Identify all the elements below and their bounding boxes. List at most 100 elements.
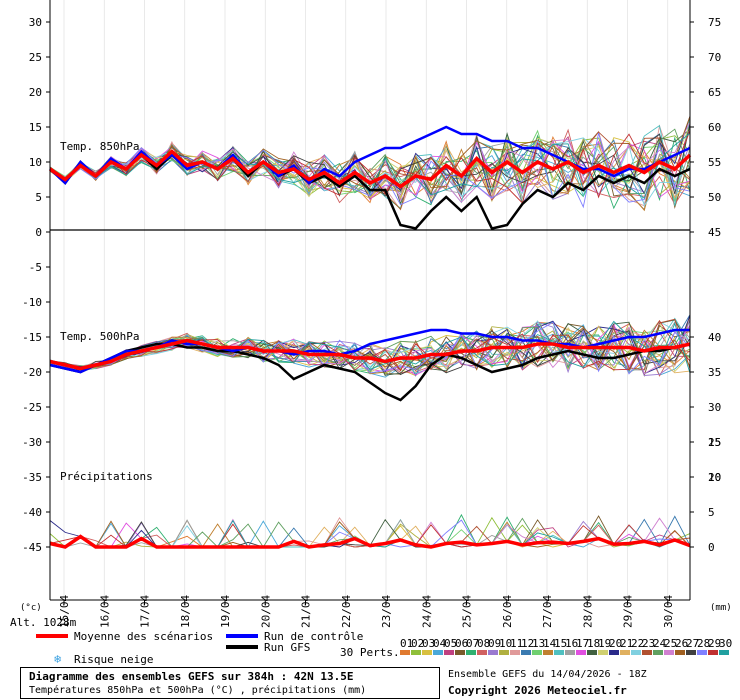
left-tick-label: 15 <box>29 121 42 134</box>
pert-legend-label: 24 <box>653 637 667 650</box>
date-label: 21/04 <box>300 595 313 628</box>
pert-legend-label: 02 <box>411 637 424 650</box>
pert-legend-label: 16 <box>565 637 578 650</box>
pert-legend-label: 08 <box>477 637 490 650</box>
left-tick-label: -5 <box>29 261 42 274</box>
pert-legend-label: 29 <box>708 637 721 650</box>
pert-legend-label: 03 <box>422 637 435 650</box>
legend: Moyenne des scénarios Run de contrôle Ru… <box>36 630 732 666</box>
pert-legend-swatch <box>664 650 674 655</box>
grid <box>63 0 669 600</box>
pert-legend-swatch <box>422 650 432 655</box>
pert-legend-swatch <box>499 650 509 655</box>
date-label: 17/04 <box>139 595 152 628</box>
copyright-label: Copyright 2026 Meteociel.fr <box>448 684 627 697</box>
pert-500-line <box>49 327 691 372</box>
gfs-500-line <box>49 342 691 402</box>
pert-legend-label: 07 <box>466 637 479 650</box>
pert-legend-label: 22 <box>631 637 644 650</box>
x-axis-dates: 15/04 16/04 17/04 18/04 19/04 20/04 21/04 22/04… <box>58 595 675 628</box>
left-tick-label: -40 <box>22 506 42 519</box>
pert-legend-label: 01 <box>400 637 413 650</box>
pert-legend-label: 28 <box>697 637 710 650</box>
mean-precip-line <box>49 534 691 549</box>
date-label: 25/04 <box>461 595 474 628</box>
pert-legend-swatch <box>653 650 663 655</box>
pert-legend-label: 21 <box>620 637 633 650</box>
pert-legend-label: 10 <box>499 637 512 650</box>
pert-legend-swatch <box>521 650 531 655</box>
pert-legend-label: 15 <box>554 637 567 650</box>
pert-legend-swatch <box>631 650 641 655</box>
legend-mean-label: Moyenne des scénarios <box>74 630 213 643</box>
right-tick-label: 50 <box>708 191 721 204</box>
pert-850-line <box>49 140 691 201</box>
right-tick-label: 35 <box>708 366 721 379</box>
pert-850-line <box>49 128 691 205</box>
plot-area <box>50 0 690 600</box>
right-tick-label: 30 <box>708 401 721 414</box>
date-label: 29/04 <box>622 595 635 628</box>
footer-subtitle: Températures 850hPa et 500hPa (°C) , pré… <box>29 685 367 696</box>
ensemble-run-label: Ensemble GEFS du 14/04/2026 - 18Z <box>448 669 647 680</box>
pert-legend-swatch <box>675 650 685 655</box>
pert-legend-swatch <box>532 650 542 655</box>
left-tick-label: -25 <box>22 401 42 414</box>
left-tick-label: -45 <box>22 541 42 554</box>
date-label: 16/04 <box>98 595 111 628</box>
pert-legend: 0102030405060708091011121314151617181920… <box>400 637 732 655</box>
date-label: 27/04 <box>541 595 554 628</box>
pert-legend-label: 06 <box>455 637 468 650</box>
pert-legend-swatch <box>642 650 652 655</box>
right-tick-label: 55 <box>708 156 721 169</box>
right-tick-label: 0 <box>708 541 715 554</box>
pert-legend-swatch <box>620 650 630 655</box>
legend-control-label: Run de contrôle <box>264 630 363 643</box>
pert-legend-swatch <box>587 650 597 655</box>
right-tick-label: 75 <box>708 16 721 29</box>
pert-legend-label: 18 <box>587 637 600 650</box>
left-tick-label: -10 <box>22 296 42 309</box>
pert-legend-swatch <box>455 650 465 655</box>
pert-legend-swatch <box>686 650 696 655</box>
pert-legend-label: 11 <box>510 637 523 650</box>
pert-legend-swatch <box>466 650 476 655</box>
right-tick-label: 5 <box>708 506 715 519</box>
date-label: 23/04 <box>380 595 393 628</box>
left-tick-label: 20 <box>29 86 42 99</box>
pert-legend-swatch <box>411 650 421 655</box>
pert-legend-swatch <box>576 650 586 655</box>
left-axis: 30 25 20 15 10 5 0 -5 -10 -15 -20 -25 -30 -35 -40 -45 <box>22 16 50 554</box>
right-tick-label: 65 <box>708 86 721 99</box>
right-tick-label: 70 <box>708 51 721 64</box>
pert-legend-label: 23 <box>642 637 655 650</box>
date-label: 19/04 <box>219 595 232 628</box>
legend-gfs-label: Run GFS <box>264 641 310 654</box>
right-tick-label: 40 <box>708 331 721 344</box>
pert-legend-label: 04 <box>433 637 447 650</box>
footer-title: Diagramme des ensembles GEFS sur 384h : … <box>29 670 354 683</box>
right-tick-label: 60 <box>708 121 721 134</box>
right-tick-label: 25 <box>708 436 721 449</box>
gfs-850-line <box>49 153 691 230</box>
footer-box: Diagramme des ensembles GEFS sur 384h : … <box>20 667 440 699</box>
snowflake-icon: ❄ <box>54 652 61 666</box>
mean-500-line <box>49 338 691 371</box>
right-tick-label: 10 <box>708 471 721 484</box>
main-series <box>49 125 692 549</box>
date-label: 26/04 <box>501 595 514 628</box>
date-label: 15/04 <box>58 595 71 628</box>
pert-legend-label: 25 <box>664 637 677 650</box>
date-label: 18/04 <box>179 595 192 628</box>
pert-legend-label: 13 <box>532 637 545 650</box>
pert-legend-swatch <box>598 650 608 655</box>
pert-legend-label: 26 <box>675 637 688 650</box>
pert-legend-swatch <box>477 650 487 655</box>
left-tick-label: 30 <box>29 16 42 29</box>
left-tick-label: -35 <box>22 471 42 484</box>
date-label: 20/04 <box>259 595 272 628</box>
date-label: 28/04 <box>581 595 594 628</box>
left-tick-label: -30 <box>22 436 42 449</box>
